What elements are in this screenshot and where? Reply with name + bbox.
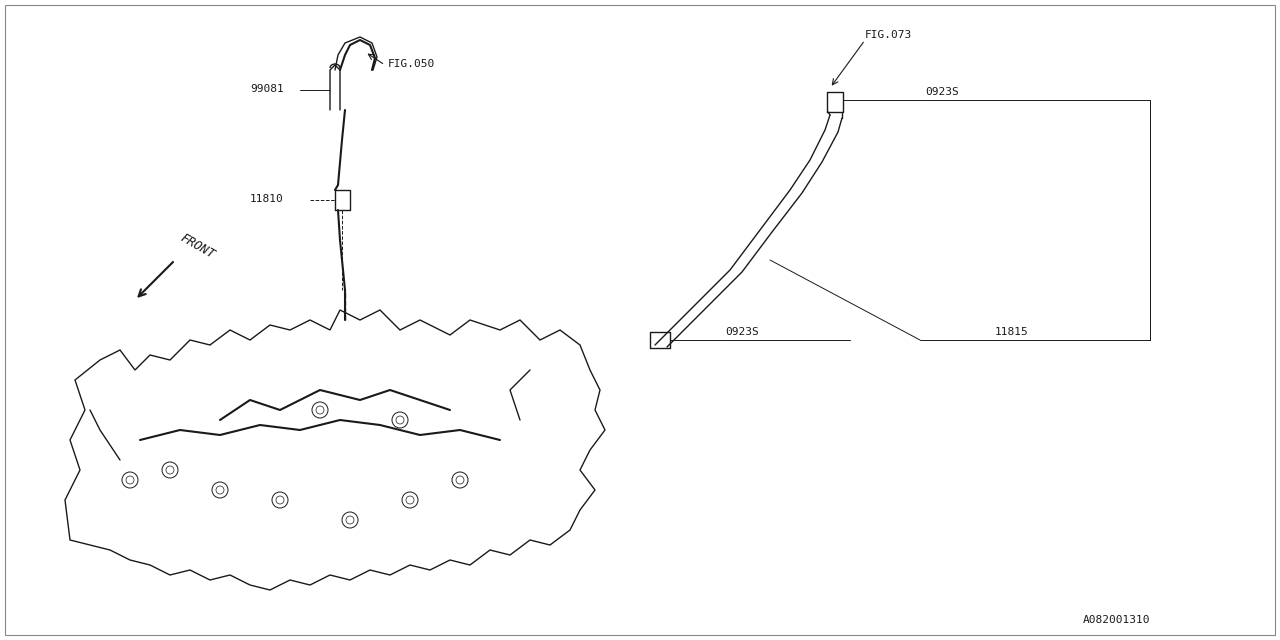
Text: 11810: 11810 bbox=[250, 194, 284, 204]
Text: FIG.050: FIG.050 bbox=[388, 59, 435, 69]
Text: FRONT: FRONT bbox=[178, 231, 218, 261]
Text: FIG.073: FIG.073 bbox=[865, 30, 913, 40]
Text: 0923S: 0923S bbox=[724, 327, 759, 337]
Text: 99081: 99081 bbox=[250, 84, 284, 94]
Text: 11815: 11815 bbox=[995, 327, 1029, 337]
Text: 0923S: 0923S bbox=[925, 87, 959, 97]
Text: A082001310: A082001310 bbox=[1083, 615, 1149, 625]
